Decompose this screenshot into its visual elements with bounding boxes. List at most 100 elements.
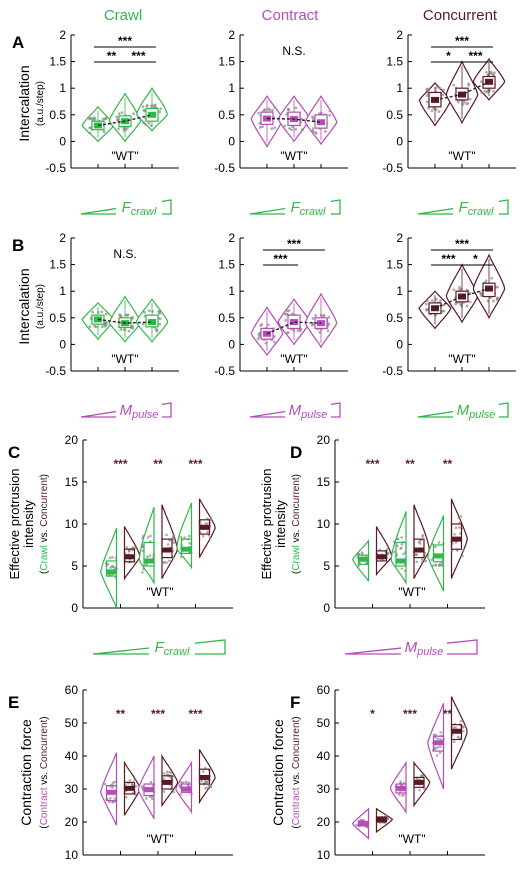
data-point (461, 549, 465, 553)
data-point (425, 100, 429, 104)
split-violin-2: *** (176, 457, 216, 570)
data-point (145, 563, 148, 566)
x-axis-label-bg (453, 197, 499, 217)
data-point (142, 108, 146, 112)
data-point (486, 89, 490, 93)
x-axis-label: Fcrawl (459, 199, 494, 218)
data-point (188, 542, 191, 545)
data-point (147, 121, 151, 125)
y-axis-comparison-label: (Contract vs. Concurrent) (39, 716, 50, 828)
data-point (490, 276, 493, 280)
data-point (272, 340, 276, 344)
data-point (438, 745, 442, 749)
violin-0 (250, 305, 284, 357)
chart-panels: A-0.500.511.52 ***** ***"WT"FcrawlIntercal… (7, 28, 516, 862)
data-point (439, 299, 442, 302)
split-violin-1: *** (389, 707, 431, 815)
data-point (172, 541, 176, 544)
significance-label: ** (116, 707, 126, 721)
data-point (113, 780, 117, 784)
data-point (439, 738, 442, 741)
data-point (151, 797, 154, 801)
data-point (165, 770, 169, 774)
ns-label: N.S. (282, 44, 305, 58)
y-tick-label: 5 (71, 559, 78, 573)
data-point (495, 298, 499, 302)
data-point (326, 329, 330, 333)
data-point (179, 793, 182, 796)
data-point (288, 127, 291, 130)
y-tick-label: 1.5 (386, 258, 403, 272)
iqr-box-left (395, 541, 407, 567)
data-point (133, 546, 137, 550)
data-point (492, 299, 495, 303)
data-point (314, 131, 317, 134)
data-point (458, 285, 461, 289)
significance-label: ** (443, 707, 453, 721)
data-point (109, 566, 112, 569)
data-point (484, 70, 488, 74)
data-point (111, 786, 114, 789)
significance-label: *** (273, 252, 287, 266)
data-point (115, 115, 119, 119)
data-point (158, 312, 161, 316)
data-point (168, 775, 172, 779)
data-point (208, 536, 212, 540)
y-axis-label: Contraction force (270, 719, 286, 826)
y-tick-label: 0.5 (386, 108, 403, 122)
data-point (296, 329, 300, 332)
median-marker-left (396, 558, 406, 564)
data-point (459, 515, 463, 518)
y-tick-label: 30 (317, 782, 331, 796)
data-point (200, 779, 204, 783)
data-point (438, 86, 442, 90)
median-marker (290, 319, 298, 326)
data-point (434, 545, 437, 549)
panel-letter: C (8, 443, 20, 462)
median-marker-right (124, 785, 135, 791)
y-tick-label: 0.5 (49, 311, 66, 325)
data-point (287, 108, 291, 112)
data-point (141, 786, 144, 790)
data-point (270, 108, 274, 112)
panel-A: A-0.500.511.52 ***** ***"WT"FcrawlIntercal… (12, 28, 179, 218)
data-point (437, 564, 441, 567)
data-point (437, 110, 441, 114)
y-tick-label: 1.5 (49, 55, 66, 69)
data-point (127, 549, 131, 553)
data-point (168, 559, 171, 563)
y-tick-label: -0.5 (45, 364, 66, 378)
data-point (145, 797, 148, 800)
data-point (146, 555, 149, 559)
median-marker-left (144, 558, 154, 564)
data-point (88, 325, 92, 329)
y-tick-label: 0.5 (218, 108, 235, 122)
data-point (452, 288, 456, 292)
data-point (311, 317, 315, 320)
median-marker-left (358, 556, 369, 562)
data-point (360, 551, 364, 554)
y-tick-label: 15 (65, 475, 79, 489)
median-marker-left (106, 789, 117, 795)
data-point (434, 564, 438, 567)
median-marker-left (396, 785, 406, 791)
data-point (273, 105, 277, 109)
panel-sub-4: -0.5 0 0.5 1 1.5 2 ****** "WT" Mpulse (214, 231, 348, 421)
data-point (118, 313, 122, 317)
violin-right-half (413, 504, 430, 579)
data-point (322, 314, 325, 318)
y-tick-label: 0 (59, 337, 66, 351)
violin-right-half (123, 526, 141, 581)
data-point (441, 542, 445, 545)
x-axis-label: Mpulse (405, 639, 444, 658)
y-tick-label: 10 (317, 517, 331, 531)
significance-label: *** (403, 707, 417, 721)
y-tick-label: 0 (323, 601, 330, 615)
violin-2 (304, 95, 338, 146)
data-point (108, 800, 111, 804)
data-point (462, 740, 465, 744)
data-point (202, 770, 205, 773)
wt-label: "WT" (146, 585, 173, 599)
data-point (454, 726, 458, 729)
y-tick-label: -0.5 (214, 364, 235, 378)
